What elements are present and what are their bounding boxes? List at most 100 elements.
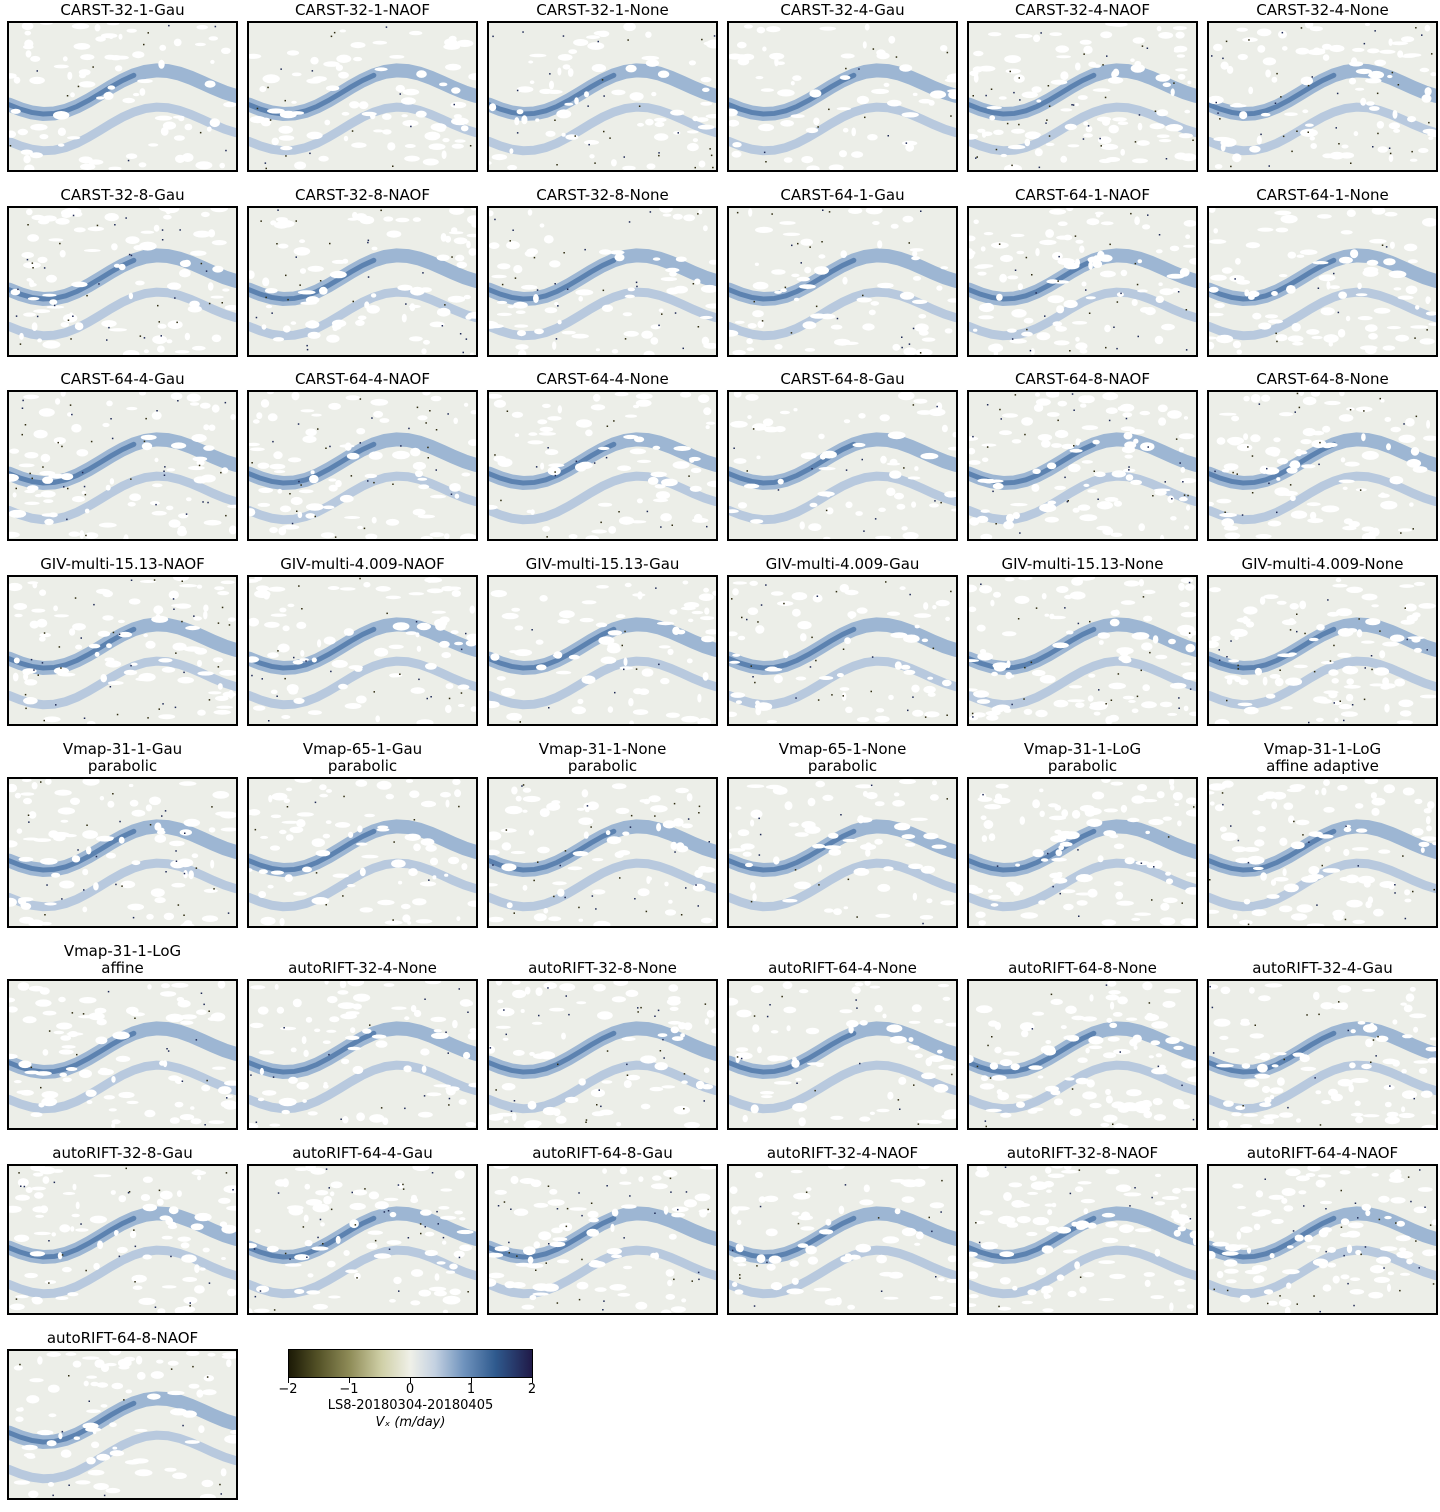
nodata-patch bbox=[1159, 288, 1174, 296]
outlier-pixel bbox=[920, 210, 922, 212]
outlier-pixel bbox=[1140, 862, 1143, 864]
nodata-patch bbox=[1355, 803, 1364, 809]
nodata-patch bbox=[1224, 1048, 1240, 1053]
outlier-pixel bbox=[1349, 409, 1352, 411]
nodata-patch bbox=[1399, 710, 1412, 717]
nodata-patch bbox=[510, 850, 526, 855]
nodata-patch bbox=[1167, 495, 1175, 504]
nodata-patch bbox=[611, 159, 617, 167]
outlier-pixel bbox=[1064, 607, 1066, 609]
outlier-pixel bbox=[606, 1050, 609, 1052]
nodata-patch bbox=[1180, 1203, 1187, 1209]
nodata-patch bbox=[700, 616, 715, 621]
nodata-patch bbox=[291, 72, 302, 77]
nodata-patch bbox=[1027, 1191, 1039, 1195]
nodata-patch bbox=[512, 989, 527, 999]
nodata-patch bbox=[1362, 988, 1376, 992]
nodata-patch bbox=[104, 213, 119, 222]
nodata-patch bbox=[37, 338, 42, 343]
nodata-patch bbox=[578, 1078, 586, 1086]
nodata-patch bbox=[59, 1072, 67, 1077]
nodata-patch bbox=[1154, 1201, 1166, 1206]
nodata-patch bbox=[735, 1052, 753, 1060]
nodata-patch bbox=[1004, 164, 1022, 170]
nodata-patch bbox=[673, 131, 681, 135]
nodata-patch bbox=[1246, 1247, 1252, 1254]
nodata-patch bbox=[1134, 216, 1140, 226]
nodata-patch bbox=[1296, 254, 1305, 258]
nodata-patch bbox=[58, 143, 65, 147]
outlier-pixel bbox=[1177, 291, 1180, 293]
nodata-patch bbox=[129, 1230, 137, 1239]
outlier-pixel bbox=[333, 31, 336, 34]
outlier-pixel bbox=[1385, 246, 1388, 248]
nodata-patch bbox=[254, 1228, 261, 1233]
nodata-patch bbox=[1429, 1037, 1436, 1041]
nodata-patch bbox=[274, 984, 279, 990]
nodata-patch bbox=[585, 429, 593, 437]
nodata-patch bbox=[249, 270, 255, 279]
nodata-patch bbox=[518, 349, 527, 355]
nodata-patch bbox=[1163, 988, 1181, 994]
nodata-patch bbox=[1310, 143, 1317, 149]
nodata-patch bbox=[299, 239, 306, 244]
nodata-patch bbox=[1265, 693, 1276, 699]
nodata-patch bbox=[179, 584, 198, 588]
nodata-patch bbox=[293, 891, 307, 896]
nodata-patch bbox=[1351, 847, 1369, 851]
nodata-patch bbox=[1321, 661, 1334, 665]
nodata-patch bbox=[559, 610, 575, 619]
nodata-patch bbox=[416, 645, 422, 652]
nodata-patch bbox=[988, 894, 1002, 900]
nodata-patch bbox=[779, 221, 796, 225]
outlier-pixel bbox=[750, 900, 753, 903]
outlier-pixel bbox=[86, 824, 88, 826]
nodata-patch bbox=[782, 898, 798, 903]
outlier-pixel bbox=[1189, 688, 1192, 690]
nodata-patch bbox=[617, 850, 631, 856]
nodata-patch bbox=[159, 1060, 166, 1066]
nodata-patch bbox=[1276, 600, 1287, 605]
outlier-pixel bbox=[638, 105, 641, 107]
nodata-patch bbox=[905, 143, 915, 152]
outlier-pixel bbox=[845, 469, 848, 471]
outlier-pixel bbox=[618, 511, 620, 513]
nodata-patch bbox=[117, 1246, 128, 1254]
nodata-patch bbox=[420, 838, 435, 846]
nodata-patch bbox=[1290, 495, 1296, 502]
nodata-patch bbox=[345, 395, 360, 401]
nodata-patch bbox=[532, 1292, 549, 1296]
nodata-patch bbox=[495, 1025, 511, 1029]
nodata-patch bbox=[163, 214, 172, 220]
nodata-patch bbox=[522, 809, 528, 813]
nodata-patch bbox=[748, 208, 753, 217]
nodata-patch bbox=[1240, 1018, 1250, 1024]
outlier-pixel bbox=[741, 616, 743, 619]
nodata-patch bbox=[874, 1004, 883, 1013]
nodata-patch bbox=[1057, 400, 1068, 407]
nodata-patch bbox=[772, 786, 788, 795]
nodata-patch bbox=[1119, 1224, 1134, 1234]
nodata-patch bbox=[1361, 526, 1375, 532]
nodata-patch bbox=[800, 633, 807, 642]
nodata-patch bbox=[640, 1103, 651, 1110]
panel-title: autoRIFT-64-4-NAOF bbox=[1246, 1144, 1399, 1162]
nodata-patch bbox=[1224, 1268, 1239, 1274]
nodata-patch bbox=[290, 496, 303, 506]
nodata-patch bbox=[300, 409, 315, 413]
outlier-pixel bbox=[429, 410, 431, 412]
nodata-patch bbox=[1060, 108, 1073, 112]
nodata-patch bbox=[661, 1085, 676, 1089]
nodata-patch bbox=[82, 1356, 100, 1360]
nodata-patch bbox=[1093, 711, 1101, 716]
outlier-pixel bbox=[325, 1168, 328, 1170]
nodata-patch bbox=[219, 669, 236, 676]
outlier-pixel bbox=[874, 518, 877, 520]
outlier-pixel bbox=[1071, 393, 1074, 395]
nodata-patch bbox=[851, 986, 861, 994]
nodata-patch bbox=[154, 115, 173, 121]
nodata-patch bbox=[1138, 579, 1144, 587]
nodata-patch bbox=[466, 633, 476, 642]
outlier-pixel bbox=[998, 243, 1001, 245]
nodata-patch bbox=[901, 1196, 915, 1203]
